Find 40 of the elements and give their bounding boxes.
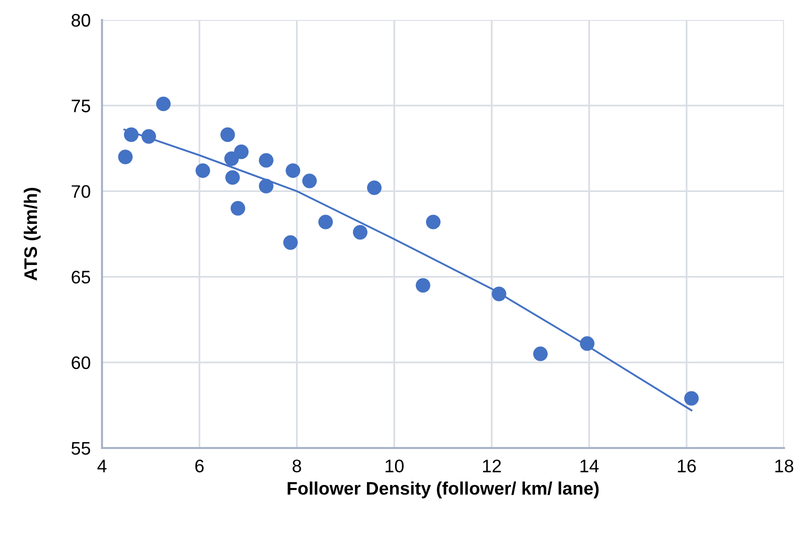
x-tick-label: 18 [775, 460, 794, 472]
x-tick-label: 8 [292, 460, 302, 472]
y-tick-label: 80 [72, 14, 90, 27]
point [492, 286, 506, 302]
point [318, 214, 333, 230]
point [302, 174, 317, 188]
point [367, 180, 382, 196]
point [196, 163, 210, 178]
point [533, 346, 548, 362]
line-series [124, 128, 692, 412]
point [684, 391, 699, 406]
point [141, 129, 156, 144]
point [580, 336, 594, 351]
y-tick-label: 75 [72, 100, 90, 112]
point [225, 170, 240, 185]
point [258, 178, 274, 194]
point [416, 278, 430, 293]
point [426, 214, 441, 230]
point [220, 127, 235, 142]
y-tick-label: 70 [72, 185, 90, 198]
x-axis-title: Follower Density (follower/ km/ lane) [288, 482, 599, 498]
x-tick-label: 10 [386, 460, 404, 472]
point [283, 235, 298, 250]
point [286, 163, 300, 178]
point [258, 153, 274, 168]
x-tick-label: 16 [678, 460, 696, 472]
x-tick-label: 12 [483, 460, 501, 472]
y-tick-label: 65 [72, 270, 90, 284]
point [118, 150, 133, 164]
x-tick-label: 14 [580, 460, 599, 472]
x-tick-label: 4 [97, 460, 106, 472]
x-tick-label: 6 [195, 460, 204, 472]
point [124, 127, 139, 142]
point [230, 201, 246, 216]
point [156, 96, 171, 112]
y-axis-title: ATS (km/h) [24, 188, 41, 281]
y-tick-label: 55 [72, 442, 90, 455]
point [234, 144, 249, 160]
y-tick-label: 60 [72, 356, 90, 370]
point [352, 225, 368, 240]
